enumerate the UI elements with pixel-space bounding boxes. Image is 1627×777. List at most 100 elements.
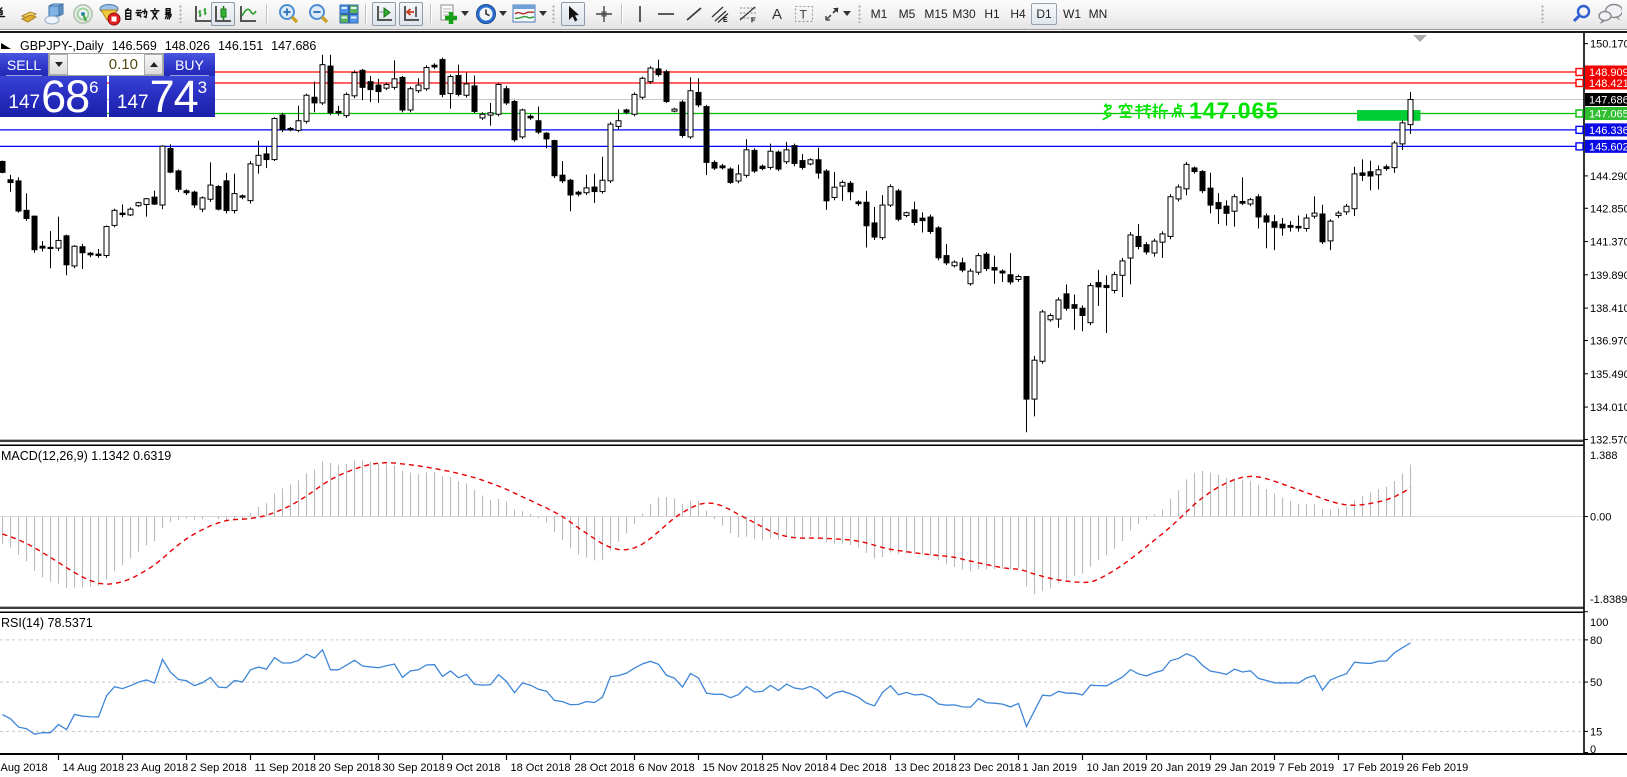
- candle[interactable]: [863, 201, 870, 227]
- candle[interactable]: [543, 132, 550, 140]
- candle[interactable]: [999, 270, 1006, 274]
- crosshair-icon[interactable]: [592, 2, 616, 26]
- buy-price[interactable]: 147 74 3: [109, 74, 215, 119]
- publisher-icon[interactable]: [42, 2, 66, 26]
- candle[interactable]: [495, 84, 502, 115]
- alerts-icon[interactable]: [71, 2, 95, 26]
- sell-price[interactable]: 147 68 6: [0, 74, 107, 119]
- candle[interactable]: [1103, 284, 1110, 289]
- candle[interactable]: [799, 160, 806, 168]
- candle[interactable]: [1255, 196, 1262, 218]
- toolbar-grip[interactable]: [858, 5, 862, 23]
- candle[interactable]: [1047, 314, 1054, 321]
- green-highlight-box[interactable]: [1357, 110, 1421, 121]
- candle[interactable]: [311, 96, 318, 104]
- candle[interactable]: [447, 76, 454, 95]
- candle[interactable]: [887, 186, 894, 206]
- sell-button[interactable]: SELL: [0, 53, 48, 76]
- candle[interactable]: [1359, 172, 1366, 176]
- candle[interactable]: [519, 109, 526, 138]
- lot-size-input[interactable]: [68, 54, 144, 75]
- candle[interactable]: [1095, 282, 1102, 288]
- candle[interactable]: [927, 216, 934, 232]
- candle[interactable]: [1295, 225, 1302, 229]
- candle[interactable]: [383, 84, 390, 89]
- candle[interactable]: [719, 165, 726, 169]
- candle[interactable]: [527, 115, 534, 119]
- candle[interactable]: [207, 184, 214, 200]
- candle[interactable]: [399, 76, 406, 111]
- arrows-icon[interactable]: [820, 2, 844, 26]
- candle[interactable]: [1055, 299, 1062, 320]
- toolbar-grip[interactable]: [552, 5, 556, 23]
- timeframe-h4[interactable]: H4: [1010, 7, 1026, 21]
- bar-chart-mode-icon[interactable]: [191, 2, 215, 26]
- timeframe-m15[interactable]: M15: [924, 7, 948, 21]
- candle[interactable]: [391, 78, 398, 88]
- candle[interactable]: [1215, 202, 1222, 210]
- candle[interactable]: [431, 64, 438, 68]
- candle[interactable]: [215, 185, 222, 210]
- candle[interactable]: [1247, 199, 1254, 205]
- candle[interactable]: [1263, 215, 1270, 223]
- trend-line-icon[interactable]: [682, 2, 706, 26]
- candle[interactable]: [175, 170, 182, 190]
- candle[interactable]: [1399, 122, 1406, 145]
- candle[interactable]: [1199, 171, 1206, 192]
- candle[interactable]: [599, 179, 606, 193]
- candle[interactable]: [535, 120, 542, 133]
- candle[interactable]: [807, 159, 814, 165]
- hline-handle[interactable]: [1575, 109, 1584, 118]
- candle[interactable]: [839, 181, 846, 187]
- cursor-icon[interactable]: [561, 2, 585, 26]
- candle[interactable]: [439, 59, 446, 95]
- auto-scroll-icon[interactable]: [372, 2, 396, 26]
- candle[interactable]: [615, 120, 622, 127]
- candle[interactable]: [743, 149, 750, 176]
- candle[interactable]: [695, 91, 702, 106]
- timeframe-d1[interactable]: D1: [1031, 3, 1057, 25]
- macd-pane[interactable]: [0, 460, 1583, 595]
- candle[interactable]: [1167, 196, 1174, 237]
- candle[interactable]: [711, 161, 718, 169]
- indicators-icon[interactable]: [437, 2, 461, 26]
- candle[interactable]: [55, 239, 62, 249]
- candle[interactable]: [167, 147, 174, 173]
- timeframe-mn[interactable]: MN: [1088, 7, 1108, 21]
- candle[interactable]: [1311, 212, 1318, 217]
- search-icon[interactable]: [1570, 2, 1594, 26]
- candle[interactable]: [1319, 213, 1326, 243]
- toolbar-grip[interactable]: [179, 5, 183, 23]
- candle[interactable]: [455, 74, 462, 95]
- candle[interactable]: [231, 193, 238, 212]
- candle[interactable]: [1407, 99, 1414, 126]
- arrows-dropdown-icon[interactable]: [841, 2, 853, 26]
- candle[interactable]: [327, 65, 334, 114]
- candle[interactable]: [87, 252, 94, 256]
- candle[interactable]: [1023, 276, 1030, 400]
- candle[interactable]: [1367, 171, 1374, 177]
- candle[interactable]: [375, 84, 382, 93]
- candle[interactable]: [871, 222, 878, 238]
- history-center-icon[interactable]: [17, 2, 41, 26]
- candle[interactable]: [775, 151, 782, 170]
- candle[interactable]: [95, 253, 102, 257]
- candle[interactable]: [815, 159, 822, 174]
- candle[interactable]: [679, 101, 686, 136]
- candle[interactable]: [279, 114, 286, 131]
- candle[interactable]: [911, 209, 918, 223]
- candle[interactable]: [1231, 196, 1238, 212]
- candle[interactable]: [727, 168, 734, 183]
- zoom-in-icon[interactable]: [277, 2, 301, 26]
- candle[interactable]: [1287, 224, 1294, 228]
- candle[interactable]: [1063, 293, 1070, 309]
- candlestick-mode-icon[interactable]: [211, 2, 235, 26]
- candle[interactable]: [1383, 166, 1390, 170]
- candle[interactable]: [1135, 235, 1142, 247]
- candle[interactable]: [255, 154, 262, 166]
- hline-handle[interactable]: [1575, 142, 1584, 151]
- candle[interactable]: [631, 93, 638, 115]
- candle[interactable]: [831, 186, 838, 198]
- candle[interactable]: [463, 83, 470, 96]
- candle[interactable]: [39, 245, 46, 249]
